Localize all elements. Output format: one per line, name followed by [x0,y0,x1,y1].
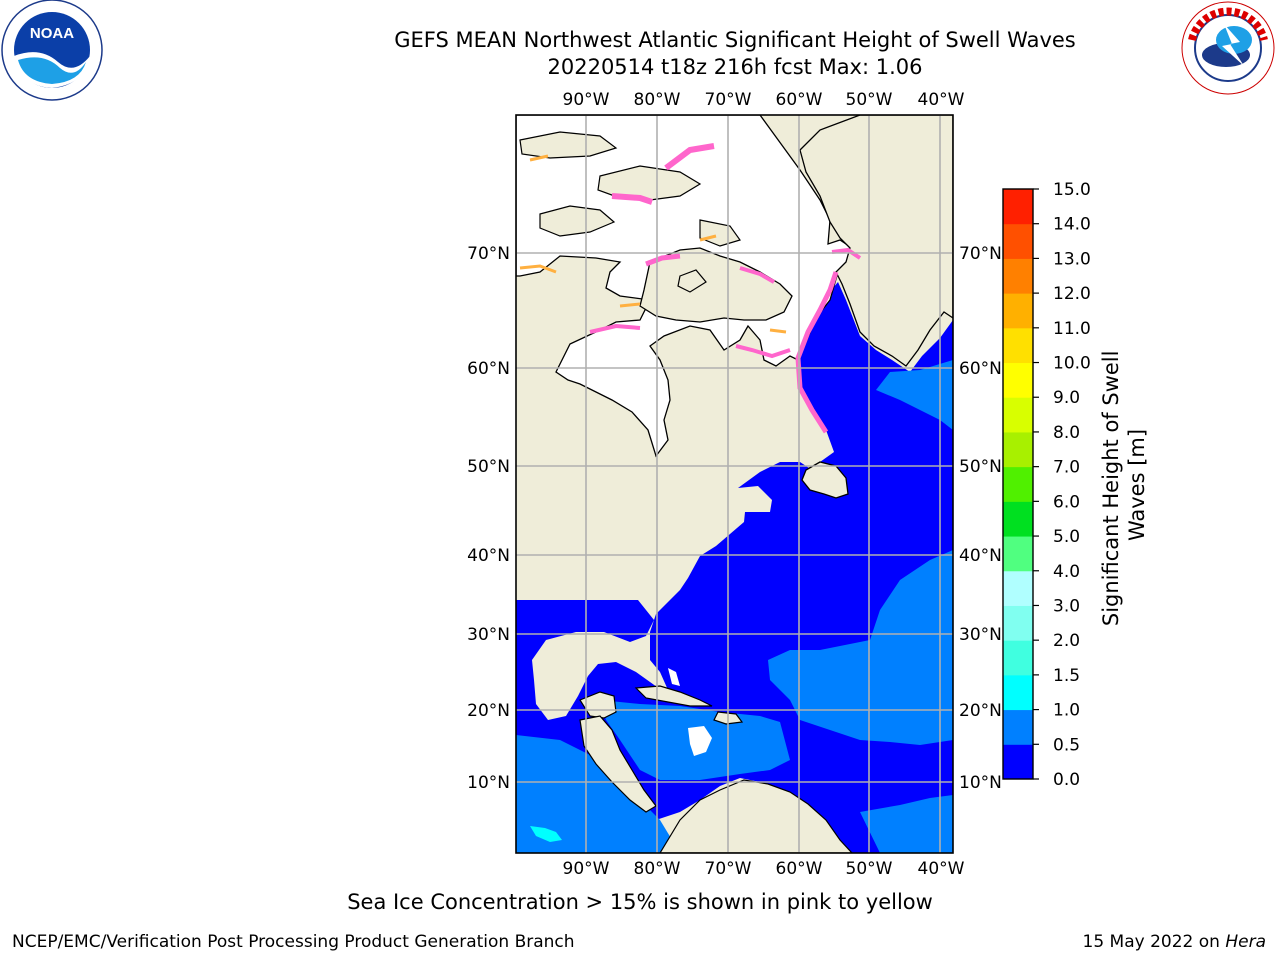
map-frame [515,114,954,854]
date-prefix: 15 May 2022 on [1082,932,1226,952]
ocean-swell-mid [860,795,953,853]
machine-name: Hera [1225,932,1266,952]
lon-label-bottom: 70°W [705,859,752,879]
arctic-island [699,219,741,247]
ocean-swell-mid [876,360,953,430]
map-subtitle: 20220514 t18z 216h fcst Max: 1.06 [547,55,923,79]
lon-label-bottom: 40°W [918,859,965,879]
lat-label-right: 30°N [959,625,1002,645]
lat-label-right: 50°N [959,457,1002,477]
ocean-swell-cyan [530,826,562,842]
lat-label-left: 40°N [467,546,510,566]
lat-label-right: 10°N [959,773,1002,793]
lat-label-left: 70°N [467,244,510,264]
lon-label-top: 80°W [634,90,681,110]
lon-label-top: 50°W [846,90,893,110]
greenland [799,115,953,367]
generation-date: 15 May 2022 on Hera [1083,932,1267,952]
lat-label-left: 50°N [467,457,510,477]
arctic-island [519,131,618,159]
ocean-swell-mid [768,550,953,745]
cuba [634,685,713,707]
baffin-island [639,247,793,323]
noaa-logo-text: NOAA [30,25,74,42]
bahamas-white [668,668,680,686]
caribbean-white-patch [688,726,712,756]
graticule [516,115,953,853]
lon-label-top: 70°W [705,90,752,110]
map-title: GEFS MEAN Northwest Atlantic Significant… [394,28,1076,52]
arctic-island [597,165,702,201]
lon-label-top: 90°W [563,90,610,110]
central-america [579,715,657,813]
lat-label-right: 60°N [959,359,1002,379]
credit-text: NCEP/EMC/Verification Post Processing Pr… [12,932,575,952]
ocean-swell-mid [516,735,680,853]
sea-ice-concentration [519,143,862,434]
lat-label-left: 20°N [467,701,510,721]
south-america [659,779,853,853]
newfoundland [801,461,849,499]
lon-label-bottom: 80°W [634,859,681,879]
lat-label-right: 70°N [959,244,1002,264]
noaa-logo: NOAA [1,0,103,101]
lat-label-right: 40°N [959,546,1002,566]
arctic-island [677,269,707,293]
lat-label-left: 60°N [467,359,510,379]
lon-label-bottom: 90°W [563,859,610,879]
lon-label-bottom: 60°W [776,859,823,879]
lon-label-top: 60°W [776,90,823,110]
lat-label-right: 20°N [959,701,1002,721]
lat-label-left: 10°N [467,773,510,793]
lon-label-top: 40°W [918,90,965,110]
national-weather-service-logo [1181,1,1275,95]
lat-label-left: 30°N [467,625,510,645]
arctic-island [539,205,616,237]
yucatan [579,691,617,719]
lon-label-bottom: 50°W [846,859,893,879]
sea-ice-caption: Sea Ice Concentration > 15% is shown in … [347,890,933,914]
